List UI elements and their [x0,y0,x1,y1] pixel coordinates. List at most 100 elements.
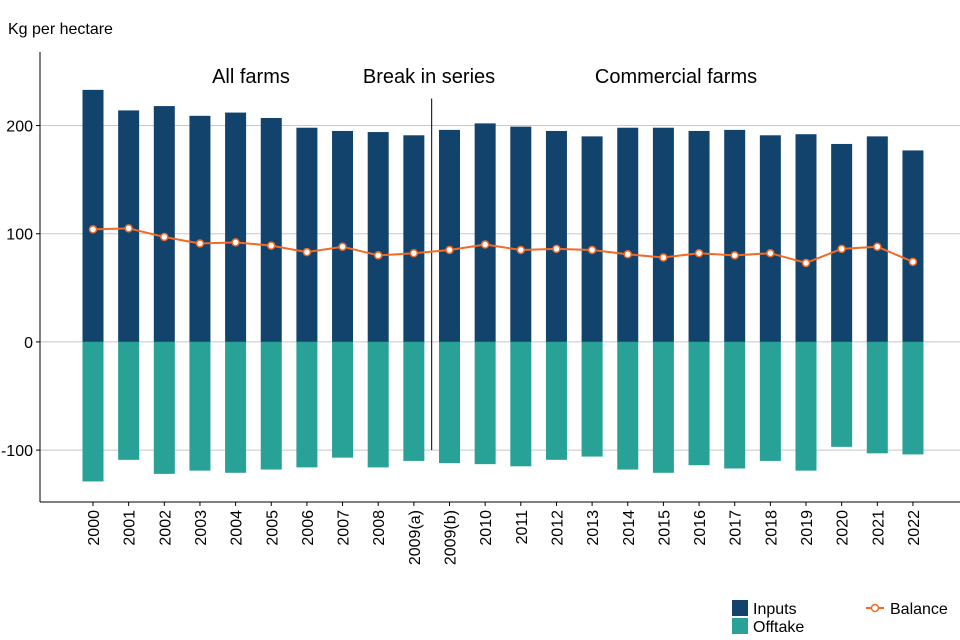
balance-point [124,224,133,233]
bar-inputs [724,129,746,342]
x-tick-label: 2019 [799,510,816,546]
bar-offtake [724,341,746,469]
bar-offtake [474,341,496,465]
x-tick-label: 2009(b) [443,510,460,565]
bar-inputs [652,127,674,342]
legend-swatch-inputs [732,600,748,616]
x-tick-label: 2003 [193,510,210,546]
bar-offtake [688,341,710,466]
x-tick-label: 2012 [549,510,566,546]
legend-marker-balance [870,603,880,613]
balance-line [92,227,914,264]
x-tick-label: 2009(a) [407,510,424,565]
y-tick-label: 0 [24,335,33,352]
x-tick-label: 2007 [336,510,353,546]
x-tick-label: 2014 [621,510,638,546]
annotation-break-in-series: Break in series [363,66,495,88]
bar-offtake [617,341,639,470]
balance-point [195,239,205,248]
legend: Inputs Offtake Balance [732,600,948,636]
bar-offtake [902,341,924,455]
x-tick-label: 2000 [86,510,103,546]
legend-label-inputs: Inputs [753,601,797,618]
balance-point [267,241,276,250]
balance-point [338,242,347,251]
bar-inputs [545,130,567,342]
bar-offtake [652,341,674,473]
bar-offtake [367,341,389,468]
balance-point [873,242,882,251]
bar-inputs [795,134,817,342]
bar-inputs [866,136,888,342]
balance-point [445,245,454,255]
x-tick-label: 2016 [692,510,709,546]
bar-inputs [153,106,175,342]
bar-inputs [581,136,603,342]
bar-offtake [545,341,567,460]
bar-offtake [296,341,318,468]
bar-offtake [118,341,140,460]
balance-point [480,240,490,249]
bar-offtake [403,341,425,461]
bar-inputs [831,143,853,342]
legend-label-balance: Balance [890,601,948,618]
x-tick-label: 2013 [585,510,602,546]
annotations: All farms Break in series Commercial far… [212,66,757,88]
balance-point [88,225,98,234]
bar-inputs [367,132,389,342]
bar-inputs [510,126,532,342]
x-tick-label: 2004 [229,510,246,546]
bar-offtake [439,341,460,464]
balance-point [766,248,775,258]
x-tick-label: 2022 [906,510,923,546]
bar-offtake [82,341,104,482]
x-tick-label: 2005 [264,510,281,546]
gridlines [40,125,960,451]
bar-offtake [332,341,354,458]
bar-offtake [153,341,175,474]
balance-point [302,247,312,257]
x-tick-label: 2017 [728,510,745,546]
bar-inputs [82,89,104,342]
balance-point [160,232,169,242]
balance-point [837,244,846,254]
bar-inputs [759,135,781,342]
bar-inputs [688,130,710,342]
bar-offtake [866,341,888,454]
bar-inputs [474,123,496,342]
bar-inputs [260,117,282,342]
x-tick-label: 2018 [763,510,780,546]
balance-point [231,238,240,247]
axes: -100 0 100 200 2000 2001 2002 2003 2004 2005 2006 2… [1,52,960,565]
bar-offtake [189,341,211,471]
y-axis-label: Kg per hectare [8,21,113,38]
bars [82,89,924,482]
legend-swatch-offtake [732,618,748,634]
bar-offtake [581,341,603,457]
balance-line-series [88,224,918,268]
x-tick-label: 2011 [514,510,531,545]
annotation-commercial-farms: Commercial farms [595,66,757,88]
y-tick-label: -100 [1,443,33,460]
bar-inputs [902,150,924,342]
bar-offtake [795,341,817,471]
bar-inputs [189,115,211,342]
bar-inputs [332,130,354,342]
bar-offtake [831,341,853,447]
balance-point [694,248,704,258]
x-tick-label: 2015 [656,510,673,546]
annotation-all-farms: All farms [212,66,290,88]
x-tick-label: 2021 [870,510,887,546]
bar-offtake [260,341,282,470]
bar-inputs [296,127,318,342]
bar-offtake [225,341,247,473]
bar-inputs [403,135,425,342]
balance-point [730,251,739,260]
x-tick-label: 2010 [478,510,495,546]
bar-inputs [439,129,460,342]
y-tick-label: 200 [6,119,33,136]
y-tick-label: 100 [6,227,33,244]
balance-point [908,257,918,267]
balance-point [659,253,668,262]
